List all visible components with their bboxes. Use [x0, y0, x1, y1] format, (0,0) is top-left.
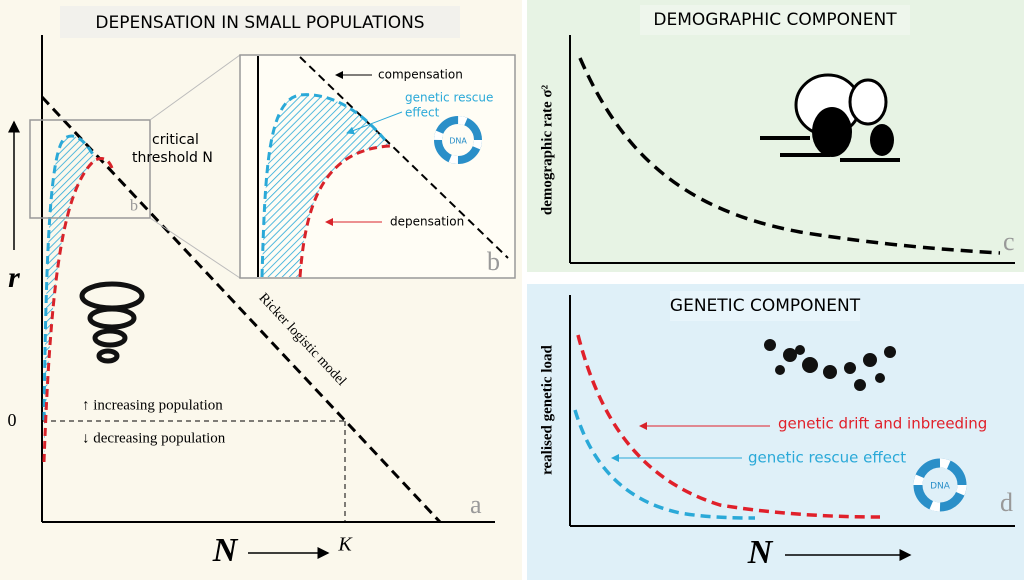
panel-letter: a — [470, 490, 482, 519]
panel-title: DEMOGRAPHIC COMPONENT — [653, 10, 897, 30]
lifebuoy-icon: DNA — [434, 116, 482, 164]
icon-text: DNA — [930, 482, 951, 492]
rescue-curve — [42, 134, 97, 421]
zoom-connector — [149, 217, 241, 279]
panel-background — [527, 284, 1024, 580]
zero-label: 0 — [8, 410, 17, 430]
icon-text: DNA — [449, 137, 467, 146]
x-axis-label: N — [747, 534, 774, 571]
demographic-curve — [578, 57, 1001, 255]
y-axis-label: demographic rate σ² — [539, 84, 555, 215]
dna-icon — [764, 339, 896, 391]
decreasing-label: ↓ decreasing population — [82, 430, 226, 446]
zoom-box — [29, 119, 151, 219]
ricker-line — [40, 95, 442, 524]
panel-d: GENETIC COMPONENT realised genetic load … — [527, 284, 1024, 580]
y-axis-label: realised genetic load — [539, 344, 555, 474]
kangaroo-icon — [760, 73, 900, 162]
threshold-label: critical — [152, 132, 199, 148]
panel-letter: b — [487, 247, 500, 276]
y-axis-label: r — [8, 261, 20, 294]
tornado-icon — [79, 281, 145, 364]
panel-title: DEPENSATION IN SMALL POPULATIONS — [95, 13, 424, 33]
title-box — [60, 6, 460, 38]
rescue-label: effect — [405, 106, 440, 120]
inset-depensation-curve — [298, 144, 391, 278]
panel-title: GENETIC COMPONENT — [670, 296, 861, 316]
rescue-label: genetic rescue — [405, 91, 493, 105]
zoom-connector — [149, 54, 241, 121]
inset-rescue-area — [262, 94, 390, 277]
arrow — [346, 111, 403, 135]
panel-b: compensation genetic rescue effect depen… — [239, 54, 516, 279]
panel-letter: c — [1003, 227, 1015, 256]
rescue-label: genetic rescue effect — [748, 449, 906, 467]
compensation-label: compensation — [378, 68, 463, 82]
inset-rescue-curve — [260, 93, 387, 278]
depensation-label: depensation — [390, 215, 464, 229]
drift-label: genetic drift and inbreeding — [778, 415, 987, 433]
panel-letter: d — [1000, 488, 1013, 517]
threshold-label: threshold N — [132, 150, 213, 166]
inset-ricker — [299, 56, 509, 259]
x-axis-label: N — [212, 532, 239, 569]
zoom-letter: b — [130, 198, 138, 215]
rescue-curve — [573, 409, 756, 520]
panel-c: DEMOGRAPHIC COMPONENT demographic rate σ… — [527, 0, 1024, 272]
lifebuoy-icon: DNA — [913, 458, 967, 512]
drift-curve — [576, 334, 881, 519]
increasing-label: ↑ increasing population — [82, 397, 223, 413]
k-label: K — [337, 534, 353, 556]
title-box — [670, 291, 860, 321]
title-box — [640, 5, 910, 35]
